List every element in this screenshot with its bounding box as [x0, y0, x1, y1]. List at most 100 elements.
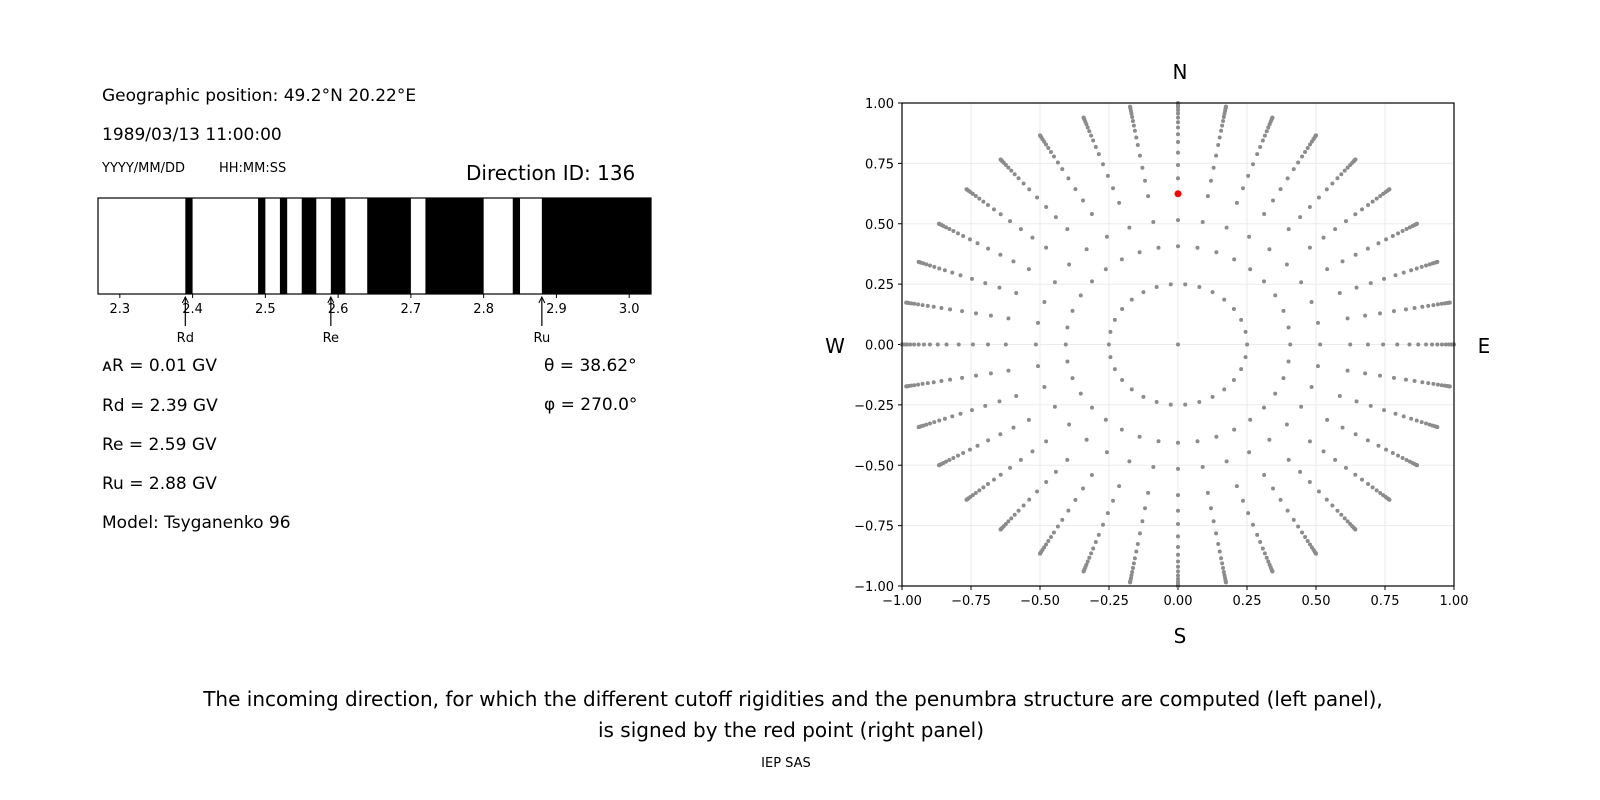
direction-point — [1176, 573, 1180, 578]
direction-point — [1119, 427, 1124, 432]
direction-point — [1309, 299, 1314, 304]
direction-point — [1073, 497, 1078, 502]
direction-point — [1065, 325, 1070, 330]
direction-point — [1353, 432, 1358, 437]
direction-point — [1141, 290, 1146, 295]
direction-point — [1330, 503, 1335, 508]
direction-point — [1130, 569, 1135, 574]
direction-point — [1424, 421, 1429, 426]
direction-point — [1129, 297, 1134, 302]
direction-point — [973, 194, 978, 199]
direction-point — [1245, 342, 1250, 347]
direction-point — [1111, 186, 1116, 191]
direction-point — [1141, 394, 1146, 399]
direction-point — [1435, 342, 1440, 347]
direction-point — [1400, 229, 1405, 234]
direction-point — [931, 304, 936, 309]
direction-point — [942, 268, 947, 273]
direction-point — [1052, 404, 1057, 409]
direction-point — [1243, 329, 1248, 334]
direction-point — [998, 432, 1003, 437]
direction-point — [1384, 447, 1389, 452]
direction-point — [1146, 490, 1151, 495]
direction-point — [1012, 172, 1017, 177]
direction-point — [1073, 187, 1078, 192]
direction-point — [1264, 129, 1269, 134]
direction-point — [1055, 524, 1060, 529]
direction-point — [939, 378, 944, 383]
direction-point — [991, 477, 996, 482]
direction-point — [977, 196, 982, 201]
direction-point — [1006, 519, 1011, 524]
direction-point — [1284, 422, 1289, 427]
y-tick-label: 0.25 — [865, 278, 894, 293]
direction-point — [1176, 108, 1180, 113]
direction-point — [1318, 342, 1323, 347]
direction-point — [1447, 300, 1452, 305]
marker-label: Ru — [534, 331, 551, 346]
direction-point — [1281, 308, 1286, 313]
direction-point — [937, 266, 942, 271]
direction-point — [1339, 172, 1344, 177]
direction-point — [1030, 449, 1035, 454]
direction-point — [960, 375, 965, 380]
y-tick-label: −0.25 — [854, 399, 894, 414]
direction-point — [1200, 220, 1205, 225]
direction-point — [1393, 273, 1398, 278]
direction-point — [1439, 301, 1444, 306]
date-format-label: YYYY/MM/DD — [102, 161, 185, 176]
direction-point — [1391, 309, 1396, 314]
direction-point — [964, 497, 969, 502]
direction-point — [1216, 541, 1221, 546]
direction-point — [1214, 531, 1219, 536]
direction-point — [1117, 200, 1122, 205]
direction-point — [1296, 160, 1301, 165]
direction-point — [1354, 285, 1359, 290]
direction-point — [1127, 459, 1132, 464]
direction-point — [1246, 511, 1251, 516]
x-tick-label: 2.4 — [182, 302, 203, 317]
y-tick-label: −1.00 — [854, 580, 894, 595]
y-tick-label: 0.00 — [865, 339, 894, 354]
direction-point — [1044, 439, 1049, 444]
ru-value: Ru = 2.88 GV — [102, 474, 217, 494]
direction-point — [1435, 382, 1440, 387]
direction-point — [1419, 264, 1424, 269]
direction-point — [1240, 498, 1245, 503]
forbidden-band — [301, 198, 317, 294]
direction-point — [1091, 546, 1096, 551]
direction-point — [1307, 542, 1312, 547]
direction-point — [1409, 268, 1414, 273]
forbidden-band — [541, 198, 651, 294]
direction-point — [1298, 215, 1303, 220]
selected-direction-point — [1174, 190, 1182, 198]
direction-point — [1307, 439, 1312, 444]
direction-point — [964, 187, 969, 192]
direction-point — [1044, 542, 1049, 547]
direction-point — [1325, 417, 1330, 422]
direction-point — [1300, 530, 1305, 535]
direction-point — [1154, 284, 1159, 289]
direction-point — [1286, 359, 1291, 364]
direction-point — [1443, 342, 1448, 347]
direction-point — [1214, 434, 1219, 439]
direction-point — [1210, 290, 1215, 295]
direction-point — [1176, 342, 1180, 347]
direction-point — [974, 311, 979, 316]
direction-point — [998, 157, 1003, 162]
direction-point — [1042, 299, 1047, 304]
direction-point — [1026, 267, 1031, 272]
direction-point — [955, 231, 960, 236]
direction-point — [1176, 569, 1180, 574]
direction-point — [1419, 420, 1424, 425]
direction-point — [1195, 439, 1200, 444]
direction-point — [1370, 199, 1375, 204]
direction-point — [921, 342, 926, 347]
direction-point — [1266, 559, 1271, 564]
direction-point — [1108, 329, 1113, 334]
direction-point — [1216, 143, 1221, 148]
direction-point — [967, 447, 972, 452]
direction-point — [925, 303, 930, 308]
direction-point — [1431, 381, 1436, 386]
